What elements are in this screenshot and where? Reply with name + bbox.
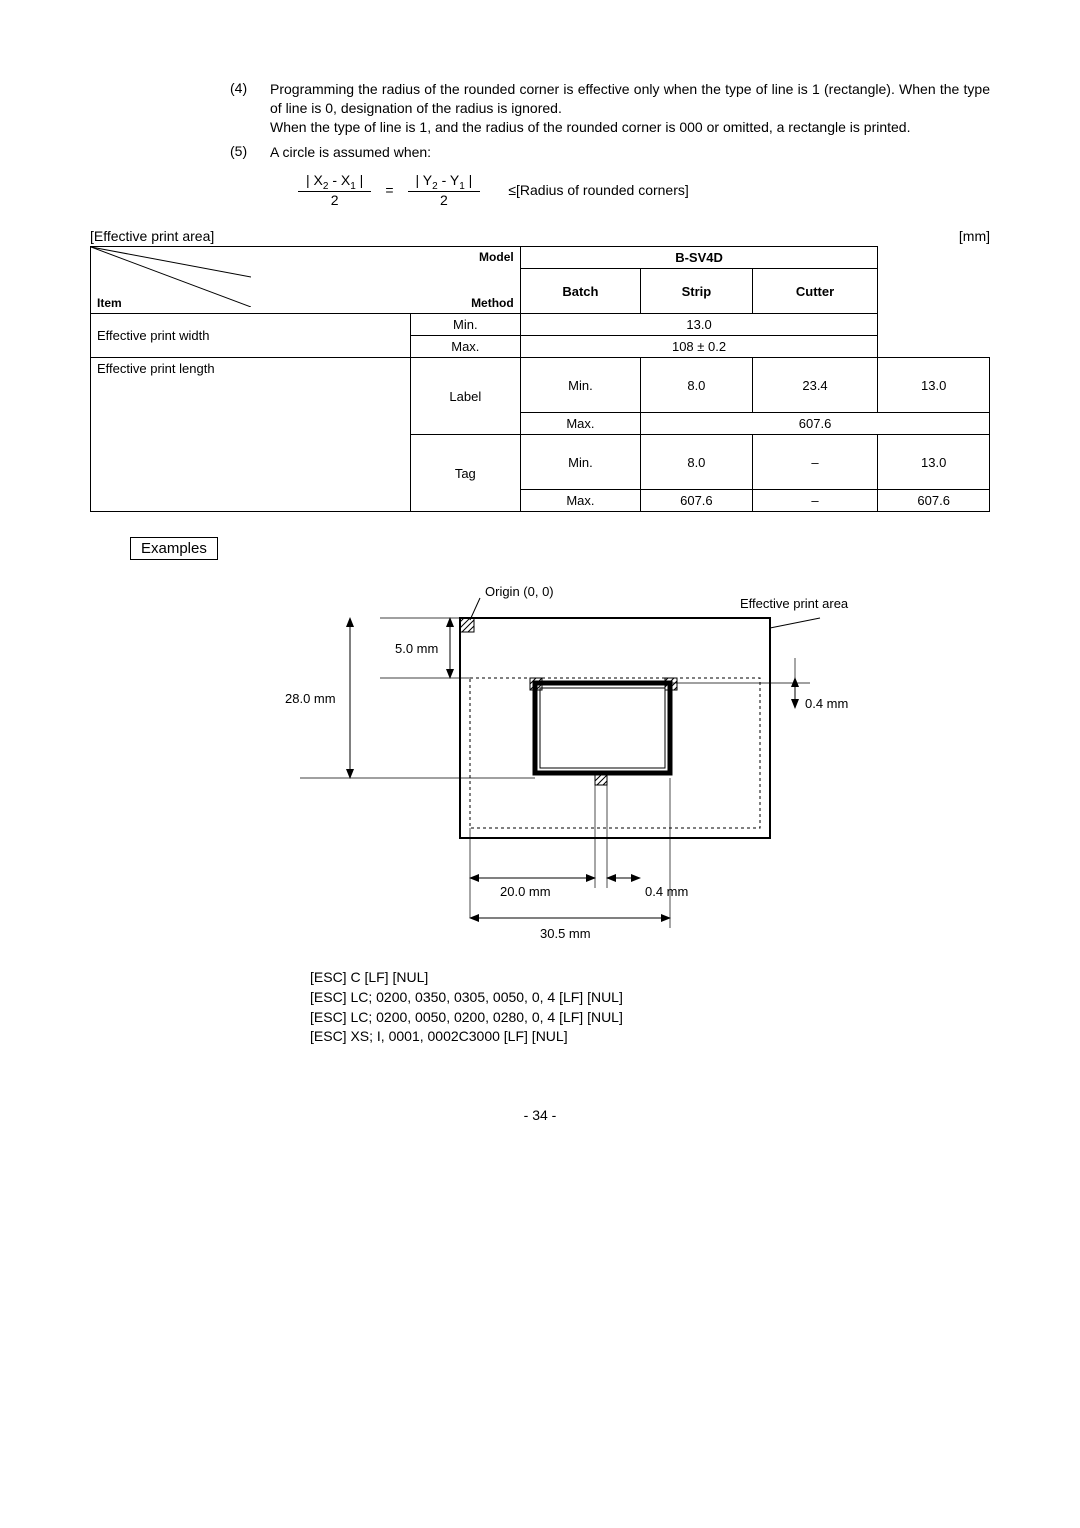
width-max-val: 108 ± 0.2 <box>520 336 878 358</box>
para4-line2: When the type of line is 1, and the radi… <box>270 119 911 135</box>
width-min-val: 13.0 <box>520 314 878 336</box>
origin-label: Origin (0, 0) <box>485 584 554 599</box>
code-block: [ESC] C [LF] [NUL] [ESC] LC; 0200, 0350,… <box>310 968 990 1046</box>
frac1-minus: - X <box>328 172 350 188</box>
dim-20mm: 20.0 mm <box>500 884 551 899</box>
col-batch: Batch <box>520 269 640 314</box>
formula: | X2 - X1 | 2 = | Y2 - Y1 | 2 ≤ [Radius … <box>290 172 990 209</box>
row-width-label: Effective print width <box>91 314 411 358</box>
para4-line1: Programming the radius of the rounded co… <box>270 81 990 116</box>
formula-rhs: [Radius of rounded corners] <box>516 182 689 198</box>
col-cutter: Cutter <box>752 269 878 314</box>
formula-eq: = <box>385 182 393 198</box>
page-number: - 34 - <box>90 1107 990 1123</box>
width-min-label: Min. <box>410 314 520 336</box>
examples-label: Examples <box>130 537 218 560</box>
code-l2: [ESC] LC; 0200, 0350, 0305, 0050, 0, 4 [… <box>310 988 990 1008</box>
label-max-val: 607.6 <box>641 413 990 435</box>
label-max-label: Max. <box>520 413 640 435</box>
code-l3: [ESC] LC; 0200, 0050, 0200, 0280, 0, 4 [… <box>310 1008 990 1028</box>
tag-min-cutter: 13.0 <box>878 435 990 490</box>
para5-num: (5) <box>230 143 270 162</box>
dim-04a: 0.4 mm <box>805 696 848 711</box>
tag-min-strip: – <box>752 435 878 490</box>
label-min-batch: 8.0 <box>641 358 753 413</box>
frac2-y: | Y <box>416 172 433 188</box>
tag-type: Tag <box>410 435 520 512</box>
tag-min-label: Min. <box>520 435 640 490</box>
tag-max-cutter: 607.6 <box>878 490 990 512</box>
diag-header-cell: Model Item Method <box>91 247 521 314</box>
para5-text: A circle is assumed when: <box>270 143 990 162</box>
frac2-den: 2 <box>436 192 452 208</box>
frac1-x: | X <box>306 172 323 188</box>
formula-leq: ≤ <box>508 182 516 198</box>
frac2-minus: - Y <box>438 172 460 188</box>
example-diagram: Origin (0, 0) Effective print area 5.0 m… <box>180 578 900 958</box>
label-type: Label <box>410 358 520 435</box>
para4-num: (4) <box>230 80 270 137</box>
method-label: Method <box>471 296 514 310</box>
label-min-strip: 23.4 <box>752 358 878 413</box>
width-max-label: Max. <box>410 336 520 358</box>
epa-label: Effective print area <box>740 596 849 611</box>
code-l4: [ESC] XS; I, 0001, 0002C3000 [LF] [NUL] <box>310 1027 990 1047</box>
tag-max-strip: – <box>752 490 878 512</box>
frac1-den: 2 <box>327 192 343 208</box>
tag-max-label: Max. <box>520 490 640 512</box>
tag-min-batch: 8.0 <box>641 435 753 490</box>
model-value: B-SV4D <box>520 247 878 269</box>
dim-28mm: 28.0 mm <box>285 691 336 706</box>
frac1-close: | <box>356 172 364 188</box>
dim-04b: 0.4 mm <box>645 884 688 899</box>
row-length-label: Effective print length <box>91 358 411 512</box>
dim-305mm: 30.5 mm <box>540 926 591 941</box>
label-min-label: Min. <box>520 358 640 413</box>
item-label: Item <box>97 296 122 310</box>
area-header-left: [Effective print area] <box>90 228 214 244</box>
tag-max-batch: 607.6 <box>641 490 753 512</box>
dim-5mm: 5.0 mm <box>395 641 438 656</box>
col-strip: Strip <box>641 269 753 314</box>
frac2-close: | <box>465 172 473 188</box>
print-area-table: Model Item Method B-SV4D Batch Strip Cut… <box>90 246 990 512</box>
model-label: Model <box>479 250 514 264</box>
area-header-right: [mm] <box>959 228 990 244</box>
code-l1: [ESC] C [LF] [NUL] <box>310 968 990 988</box>
label-min-cutter: 13.0 <box>878 358 990 413</box>
